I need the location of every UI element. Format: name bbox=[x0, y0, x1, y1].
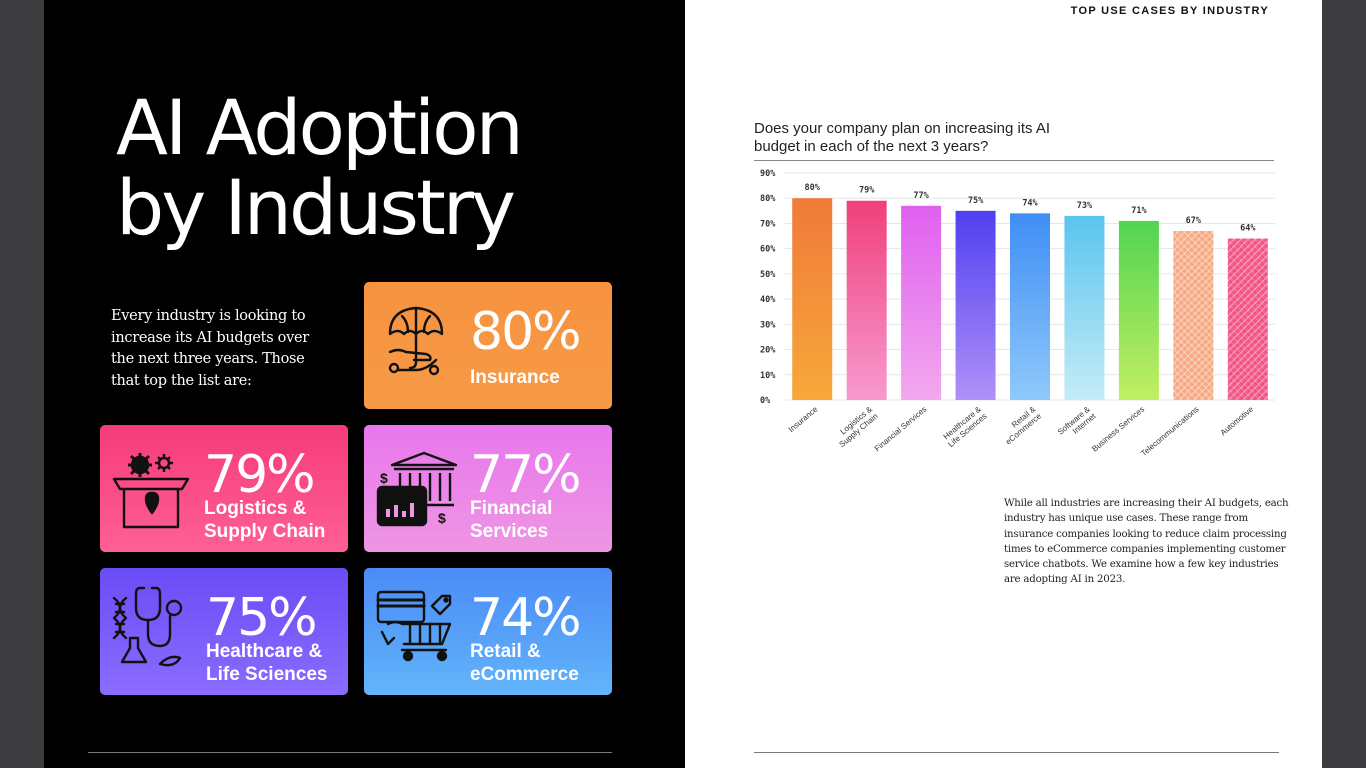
card-cart-tag-icon bbox=[376, 590, 452, 662]
x-tick-label: Automotive bbox=[1219, 404, 1256, 437]
page-title: AI Adoption by Industry bbox=[116, 83, 524, 252]
bar bbox=[846, 200, 887, 400]
stat-card-logistics: 79% Logistics & Supply Chain bbox=[100, 425, 348, 552]
bar-value-label: 80% bbox=[805, 183, 821, 193]
bar-value-label: 73% bbox=[1077, 201, 1093, 211]
x-tick-label: Healthcare &Life Sciences bbox=[941, 404, 990, 449]
y-tick-label: 40% bbox=[760, 295, 776, 305]
intro-text: Every industry is looking to increase it… bbox=[111, 308, 309, 389]
left-page: AI Adoption by Industry Every industry i… bbox=[44, 0, 685, 768]
stat-label: Insurance bbox=[470, 367, 560, 388]
stat-percent: 79% bbox=[204, 445, 316, 505]
y-tick-label: 50% bbox=[760, 270, 776, 280]
gears-box-pin-icon bbox=[112, 453, 190, 529]
x-tick-label: Business Services bbox=[1090, 405, 1146, 454]
bar-value-label: 64% bbox=[1240, 224, 1256, 234]
y-tick-label: 0% bbox=[760, 396, 771, 406]
right-page: TOP USE CASES BY INDUSTRY Does your comp… bbox=[685, 0, 1322, 768]
bar-value-label: 79% bbox=[859, 186, 875, 196]
y-tick-label: 80% bbox=[760, 194, 776, 204]
stat-label: Logistics & Supply Chain bbox=[204, 498, 326, 542]
stethoscope-dna-flask-icon bbox=[112, 586, 183, 667]
svg-text:$: $ bbox=[380, 470, 388, 486]
x-tick-label: Retail &eCommerce bbox=[998, 404, 1043, 446]
y-tick-label: 10% bbox=[760, 371, 776, 381]
title-line-2: by Industry bbox=[116, 163, 516, 252]
bar-value-label: 75% bbox=[968, 196, 984, 206]
x-tick-label: Telecommunications bbox=[1139, 405, 1200, 458]
svg-text:$: $ bbox=[438, 510, 446, 526]
bar-value-label: 74% bbox=[1022, 198, 1038, 208]
stat-percent: 77% bbox=[470, 445, 582, 505]
bar-value-label: 71% bbox=[1131, 206, 1147, 216]
section-header: TOP USE CASES BY INDUSTRY bbox=[1070, 5, 1269, 17]
right-footer-rule bbox=[754, 752, 1279, 753]
bar-value-label: 77% bbox=[913, 191, 929, 201]
bar bbox=[792, 198, 833, 400]
bar bbox=[1064, 215, 1105, 400]
y-tick-label: 20% bbox=[760, 346, 776, 356]
right-gutter bbox=[1322, 0, 1366, 768]
stat-percent: 74% bbox=[470, 588, 582, 648]
bar bbox=[1118, 220, 1159, 400]
stat-card-financial: $ $ 77% Financial Services bbox=[364, 425, 612, 552]
bar bbox=[1173, 231, 1214, 400]
x-tick-label: Insurance bbox=[787, 404, 820, 434]
stat-label: Financial Services bbox=[470, 498, 553, 542]
stat-label: Healthcare & Life Sciences bbox=[206, 641, 328, 685]
umbrella-hand-icon bbox=[388, 306, 444, 376]
stat-card-insurance: 80% Insurance bbox=[364, 282, 612, 409]
y-tick-label: 30% bbox=[760, 320, 776, 330]
y-tick-label: 90% bbox=[760, 169, 776, 179]
chart-title: Does your company plan on increasing its… bbox=[754, 120, 1050, 155]
stat-label: Retail & eCommerce bbox=[470, 641, 579, 685]
bar bbox=[901, 205, 942, 400]
chart-title-rule bbox=[754, 160, 1274, 161]
stat-card-retail: 74% Retail & eCommerce bbox=[364, 568, 612, 695]
stat-percent: 80% bbox=[470, 302, 582, 362]
y-tick-label: 60% bbox=[760, 245, 776, 255]
bar bbox=[1227, 238, 1268, 400]
bank-chart-icon: $ $ bbox=[376, 451, 458, 527]
y-tick-label: 70% bbox=[760, 219, 776, 229]
title-line-1: AI Adoption bbox=[116, 83, 524, 172]
left-gutter bbox=[0, 0, 44, 768]
stat-card-healthcare: 75% Healthcare & Life Sciences bbox=[100, 568, 348, 695]
left-footer-rule bbox=[88, 752, 612, 753]
stat-percent: 75% bbox=[206, 588, 318, 648]
bar-chart: 0% 10% 20% 30% 40% 50% 60% 70% 80% 90% 80% Insuranc… bbox=[760, 169, 1275, 458]
x-tick-label: Software &Internet bbox=[1056, 404, 1098, 443]
bar-value-label: 67% bbox=[1186, 216, 1202, 226]
body-paragraph: While all industries are increasing thei… bbox=[1004, 498, 1289, 586]
bar bbox=[1010, 213, 1050, 400]
x-tick-label: Financial Services bbox=[873, 405, 929, 454]
bar bbox=[955, 210, 996, 400]
x-tick-label: Logistics &Supply Chain bbox=[832, 404, 881, 449]
